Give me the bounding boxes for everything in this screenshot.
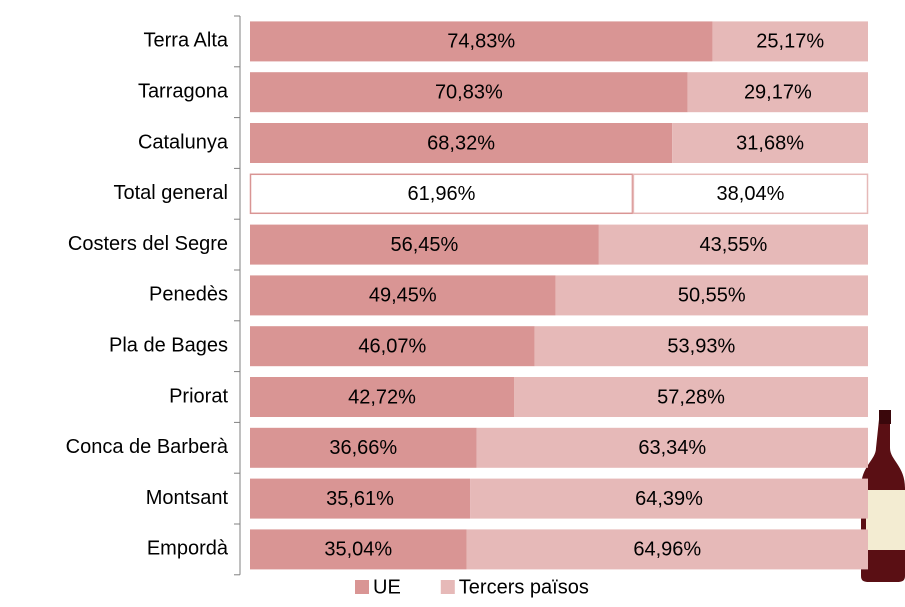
category-label: Pla de Bages — [109, 334, 228, 356]
category-label: Montsant — [146, 487, 229, 509]
category-label: Empordà — [147, 538, 229, 560]
bottle-cap — [879, 410, 891, 424]
value-label: 31,68% — [736, 132, 804, 154]
category-label: Priorat — [169, 385, 228, 407]
bottle-label — [866, 490, 905, 550]
category-label: Tarragona — [138, 80, 229, 102]
value-label: 35,04% — [324, 539, 392, 561]
category-label: Terra Alta — [144, 30, 229, 52]
legend-label: UE — [373, 576, 401, 598]
value-label: 63,34% — [638, 437, 706, 459]
value-label: 25,17% — [756, 31, 824, 53]
chart: Terra Alta 74,83% 25,17% Tarragona 70,83% 29,… — [0, 0, 905, 602]
value-label: 74,83% — [447, 31, 515, 53]
category-label: Conca de Barberà — [66, 436, 229, 458]
value-label: 36,66% — [329, 437, 397, 459]
value-label: 64,39% — [635, 488, 703, 510]
value-label: 56,45% — [391, 234, 459, 256]
legend-swatch — [441, 580, 455, 594]
value-label: 38,04% — [717, 183, 785, 205]
value-label: 53,93% — [667, 335, 735, 357]
value-label: 68,32% — [427, 132, 495, 154]
value-label: 64,96% — [633, 539, 701, 561]
legend-label: Tercers països — [459, 576, 589, 598]
value-label: 61,96% — [408, 183, 476, 205]
value-label: 49,45% — [369, 285, 437, 307]
value-label: 70,83% — [435, 81, 503, 103]
value-label: 46,07% — [358, 335, 426, 357]
category-label: Catalunya — [138, 131, 229, 153]
value-label: 50,55% — [678, 285, 746, 307]
value-label: 42,72% — [348, 386, 416, 408]
value-label: 35,61% — [326, 488, 394, 510]
value-label: 57,28% — [657, 386, 725, 408]
value-label: 43,55% — [700, 234, 768, 256]
category-label: Penedès — [149, 284, 228, 306]
category-label: Costers del Segre — [68, 233, 228, 255]
legend-swatch — [355, 580, 369, 594]
category-label: Total general — [113, 182, 228, 204]
value-label: 29,17% — [744, 81, 812, 103]
